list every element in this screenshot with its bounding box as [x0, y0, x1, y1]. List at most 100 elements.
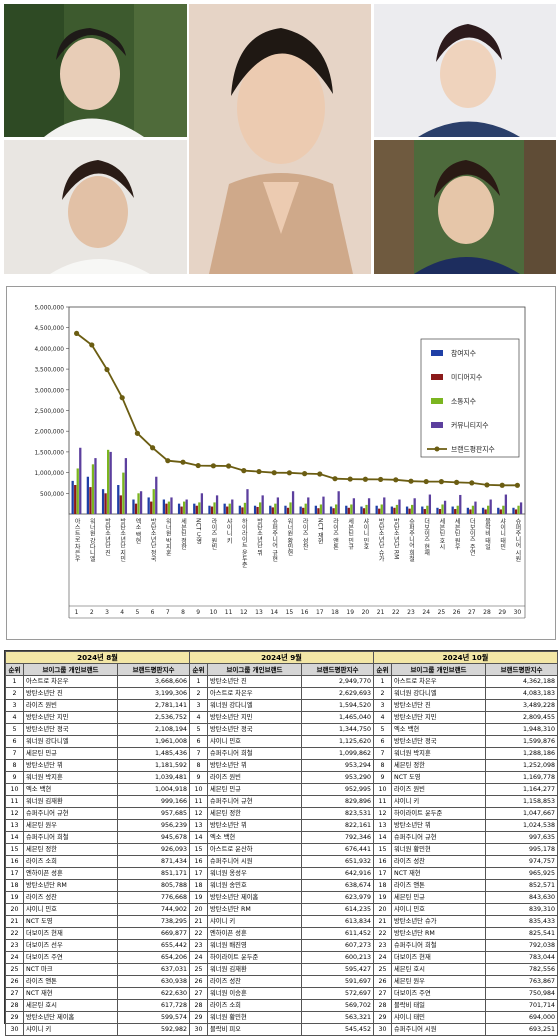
bar	[241, 507, 244, 514]
y-tick-label: 5,000,000	[34, 306, 64, 312]
table-row: 6 워너원 강다니엘 1,961,008	[5, 735, 191, 748]
table-row: 30 블락비 피오 545,452	[189, 1023, 375, 1036]
rank-cell: 23	[373, 939, 392, 952]
bar	[183, 501, 186, 514]
table-row: 19 방탄소년단 제이홉 623,979	[189, 891, 375, 904]
rank-cell: 2	[373, 687, 392, 700]
brand-name-cell: 엔하이픈 성훈	[23, 867, 118, 880]
rank-cell: 9	[5, 771, 24, 784]
bar	[213, 502, 216, 514]
table-row: 12 하이라이트 윤두준 1,047,667	[373, 807, 559, 820]
brand-index-cell: 2,108,194	[116, 723, 191, 736]
brand-index-cell: 669,877	[116, 927, 191, 940]
brand-index-cell: 835,433	[484, 915, 559, 928]
table-row: 7 워너원 박지훈 1,288,186	[373, 747, 559, 760]
bar	[441, 504, 444, 514]
rank-cell: 1	[189, 675, 208, 688]
line-point	[210, 463, 216, 469]
table-row: 13 방탄소년단 뷔 822,161	[189, 819, 375, 832]
bar	[71, 480, 74, 514]
brand-name-cell: 샤이니 키	[391, 795, 486, 808]
brand-name-cell: 방탄소년단 제이홉	[23, 1011, 118, 1024]
bar	[185, 499, 188, 514]
brand-name-cell: 샤이니 민호	[23, 903, 118, 916]
line-point	[317, 471, 323, 477]
x-rank-label: 16	[301, 609, 309, 616]
x-category-label: 워너원 박지훈	[164, 517, 171, 556]
brand-name-cell: 방탄소년단 지민	[207, 711, 302, 724]
rank-cell: 15	[5, 843, 24, 856]
rank-cell: 8	[189, 759, 208, 772]
rank-cell: 14	[189, 831, 208, 844]
brand-index-cell: 776,668	[116, 891, 191, 904]
legend-swatch	[431, 422, 443, 428]
rank-cell: 8	[373, 759, 392, 772]
brand-index-cell: 607,273	[300, 939, 375, 952]
bar	[489, 499, 492, 514]
y-tick-label: 3,500,000	[34, 368, 64, 374]
table-row: 3 라이즈 원빈 2,781,141	[5, 699, 191, 712]
y-tick-label: 1,000,000	[34, 471, 64, 477]
brand-name-cell: 하이라이트 윤두준	[391, 807, 486, 820]
brand-name-cell: 라이즈 소희	[23, 855, 118, 868]
rank-cell: 21	[189, 915, 208, 928]
brand-name-cell: 워너원 황민현	[207, 1011, 302, 1024]
table-row: 21 NCT 도영 738,295	[5, 915, 191, 928]
brand-index-cell: 595,427	[300, 963, 375, 976]
brand-index-cell: 974,757	[484, 855, 559, 868]
brand-name-cell: 샤이니 민호	[391, 903, 486, 916]
rank-cell: 21	[5, 915, 24, 928]
rank-cell: 3	[5, 699, 24, 712]
bar	[177, 503, 181, 514]
x-category-label: 아스트로 차은우	[73, 517, 80, 563]
table-row: 22 더보이즈 현재 669,877	[5, 927, 191, 940]
table-row: 3 워너원 강다니엘 1,594,520	[189, 699, 375, 712]
rank-cell: 4	[373, 711, 392, 724]
brand-index-cell: 750,984	[484, 987, 559, 1000]
brand-name-cell: 라이즈 앤톤	[23, 975, 118, 988]
line-point	[180, 459, 186, 465]
bar	[165, 503, 168, 514]
x-category-label: 워너원 강다니엘	[88, 517, 95, 562]
brand-index-cell: 600,213	[300, 951, 375, 964]
brand-index-cell: 592,982	[116, 1023, 191, 1036]
x-category-label: 세븐틴 민규	[347, 517, 354, 551]
bar	[481, 507, 485, 514]
bar	[79, 447, 82, 514]
brand-name-cell: 방탄소년단 RM	[207, 903, 302, 916]
brand-index-cell: 623,979	[300, 891, 375, 904]
rank-cell: 23	[189, 939, 208, 952]
bar	[347, 507, 350, 514]
brand-index-cell: 1,961,008	[116, 735, 191, 748]
bar	[413, 498, 416, 514]
brand-index-cell: 851,171	[116, 867, 191, 880]
x-category-label: 라이즈 원빈	[210, 517, 217, 550]
x-category-label: 더보이즈 주연	[468, 517, 475, 556]
brand-index-cell: 805,788	[116, 879, 191, 892]
x-category-label: 하이라이트 윤두준	[240, 517, 247, 568]
bar	[291, 491, 295, 514]
brand-index-cell: 2,781,141	[116, 699, 191, 712]
rank-cell: 3	[189, 699, 208, 712]
brand-index-cell: 956,239	[116, 819, 191, 832]
rank-cell: 21	[373, 915, 392, 928]
table-row: 25 NCT 마크 637,031	[5, 963, 191, 976]
brand-index-cell: 783,044	[484, 951, 559, 964]
brand-name-cell: 방탄소년단 진	[207, 675, 302, 688]
brand-index-cell: 843,630	[484, 891, 559, 904]
brand-name-cell: 방탄소년단 지민	[391, 711, 486, 724]
brand-name-cell: 세븐틴 호시	[391, 963, 486, 976]
table-row: 24 더보이즈 현재 783,044	[373, 951, 559, 964]
bar	[471, 505, 475, 514]
rank-cell: 14	[373, 831, 392, 844]
rank-cell: 11	[373, 795, 392, 808]
brand-index-cell: 1,099,862	[300, 747, 375, 760]
bar	[243, 502, 247, 514]
table-row: 9 워너원 박지훈 1,039,481	[5, 771, 191, 784]
table-row: 27 더보이즈 주연 750,984	[373, 987, 559, 1000]
bar	[421, 506, 424, 514]
table-row: 13 방탄소년단 뷔 1,024,538	[373, 819, 559, 832]
brand-name-cell: 워너원 황민현	[391, 843, 486, 856]
rank-cell: 22	[189, 927, 208, 940]
brand-index-cell: 651,932	[300, 855, 375, 868]
